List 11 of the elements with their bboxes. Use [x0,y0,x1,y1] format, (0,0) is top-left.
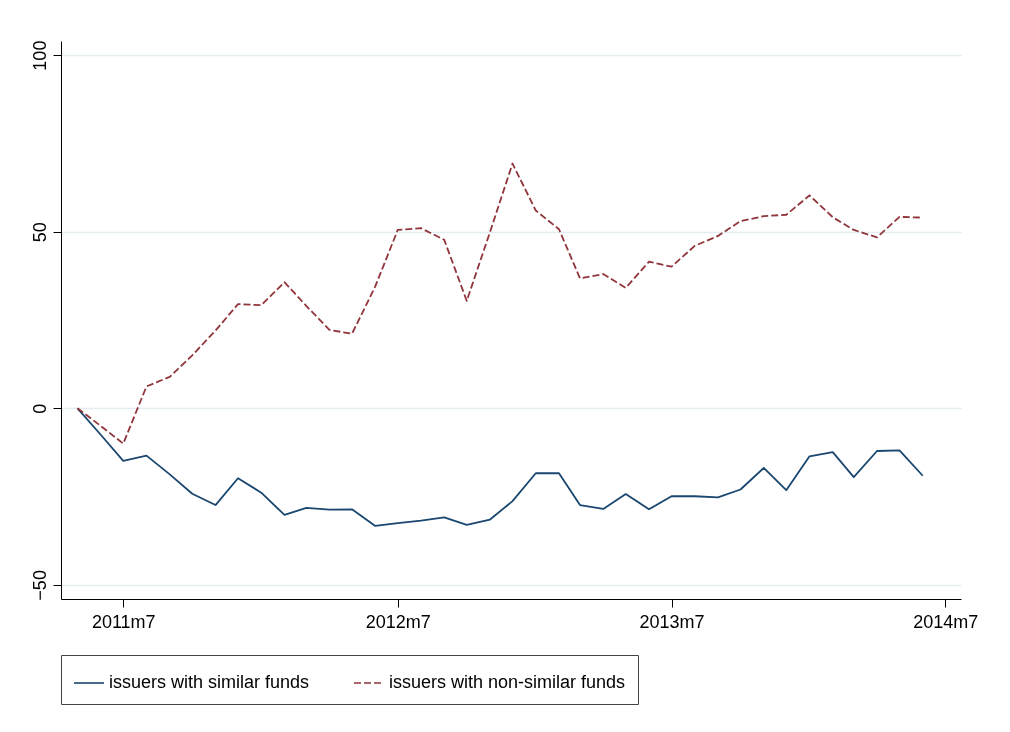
y-tick-label: 0 [29,403,50,414]
legend-label: issuers with non-similar funds [389,672,626,692]
x-tick-label: 2011m7 [91,611,156,632]
y-tick-label: 100 [29,40,50,71]
x-tick-label: 2012m7 [365,611,431,632]
y-tick-label: 50 [29,222,50,243]
x-tick-label: 2013m7 [639,611,705,632]
x-tick-label: 2014m7 [913,611,979,632]
line-series [76,407,924,527]
legend-label: issuers with similar funds [109,672,310,692]
y-tick-label: −50 [29,570,50,601]
